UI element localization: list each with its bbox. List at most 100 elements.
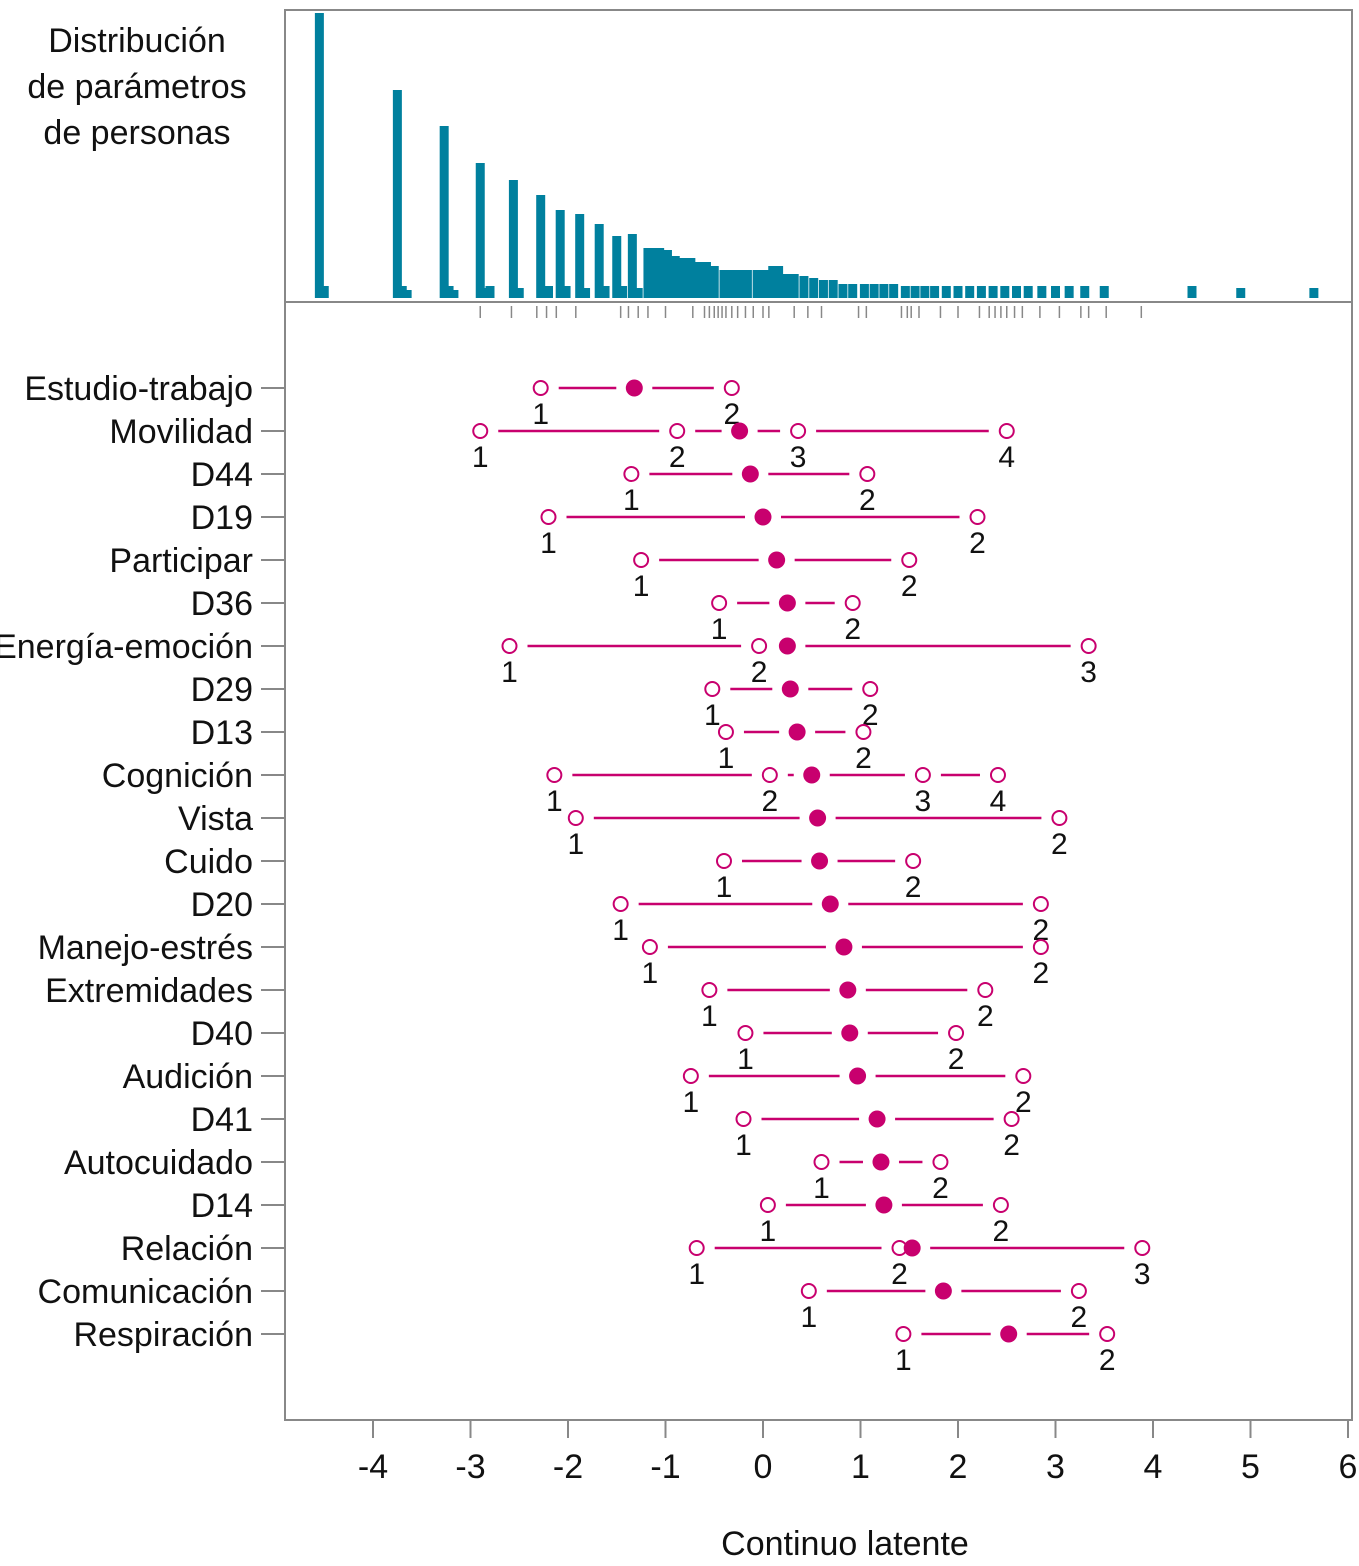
threshold-label: 2 bbox=[1051, 828, 1068, 861]
histogram-bar bbox=[1187, 286, 1197, 298]
threshold-label: 2 bbox=[1099, 1344, 1116, 1377]
threshold-label: 1 bbox=[704, 699, 721, 732]
threshold-marker bbox=[1015, 1068, 1032, 1084]
histogram-bar bbox=[480, 288, 490, 298]
threshold-label: 1 bbox=[718, 742, 735, 775]
threshold-marker bbox=[1032, 896, 1049, 912]
item-label: D20 bbox=[191, 886, 253, 924]
item-location-marker bbox=[754, 508, 772, 526]
item-location-marker bbox=[731, 422, 749, 440]
histogram-bar bbox=[449, 290, 459, 298]
threshold-label: 2 bbox=[993, 1215, 1010, 1248]
histogram-bar bbox=[838, 284, 848, 298]
histogram-bar bbox=[1000, 286, 1010, 298]
item-row: D40 1 2 bbox=[191, 1015, 965, 1076]
histogram-bar bbox=[655, 248, 665, 298]
threshold-marker bbox=[1051, 810, 1068, 826]
threshold-marker bbox=[859, 466, 876, 482]
item-label: D13 bbox=[191, 714, 253, 752]
histogram-bar bbox=[594, 224, 604, 298]
item-label: Respiración bbox=[73, 1316, 253, 1354]
histogram-bar bbox=[709, 266, 719, 298]
item-location-marker bbox=[778, 594, 796, 612]
histogram-bar bbox=[392, 90, 402, 298]
item-location-marker bbox=[868, 1110, 886, 1128]
threshold-label: 3 bbox=[915, 785, 932, 818]
threshold-label: 1 bbox=[642, 957, 659, 990]
histogram-bar bbox=[485, 286, 495, 298]
histogram-title: Distribución de parámetros de personas bbox=[27, 22, 246, 152]
histogram-bar bbox=[799, 276, 809, 298]
threshold-label: 3 bbox=[1134, 1258, 1151, 1291]
histogram-bar bbox=[976, 286, 986, 298]
threshold-marker bbox=[905, 853, 922, 869]
threshold-marker bbox=[546, 767, 563, 783]
threshold-marker bbox=[800, 1283, 817, 1299]
threshold-label: 1 bbox=[540, 527, 557, 560]
item-location-marker bbox=[835, 938, 853, 956]
item-row: D36 1 2 bbox=[191, 585, 861, 646]
threshold-marker bbox=[701, 982, 718, 998]
x-tick-label: 3 bbox=[1046, 1448, 1065, 1486]
threshold-marker bbox=[716, 853, 732, 869]
histogram-bar bbox=[941, 286, 951, 298]
item-row: Relación 1 2 3 bbox=[121, 1230, 1151, 1291]
x-tick-label: -4 bbox=[358, 1448, 388, 1486]
histogram-bar bbox=[781, 274, 791, 298]
threshold-marker bbox=[704, 681, 721, 697]
item-location-marker bbox=[1000, 1325, 1018, 1343]
threshold-label: 2 bbox=[761, 785, 778, 818]
threshold-label: 1 bbox=[688, 1258, 705, 1291]
item-location-marker bbox=[781, 680, 799, 698]
histogram-bar bbox=[910, 286, 920, 298]
threshold-label: 2 bbox=[932, 1172, 949, 1205]
plot-frame bbox=[284, 9, 1353, 1421]
item-row: D14 1 2 bbox=[191, 1187, 1010, 1248]
histogram-bar bbox=[701, 262, 711, 298]
threshold-label: 1 bbox=[683, 1086, 700, 1119]
item-label: Vista bbox=[178, 800, 253, 838]
item-row: Participar 1 2 bbox=[109, 542, 917, 603]
threshold-marker bbox=[989, 767, 1006, 783]
histogram-bar bbox=[319, 286, 329, 298]
histogram-bar bbox=[735, 270, 745, 298]
item-location-marker bbox=[803, 766, 821, 784]
threshold-marker bbox=[1080, 638, 1097, 654]
histogram-bar bbox=[879, 284, 889, 298]
item-label: Autocuidado bbox=[64, 1144, 253, 1182]
x-tick-label: 1 bbox=[851, 1448, 870, 1486]
item-location-marker bbox=[849, 1067, 867, 1085]
histogram-bar bbox=[402, 290, 412, 298]
histogram-bar bbox=[627, 234, 637, 298]
x-tick-label: 0 bbox=[754, 1448, 773, 1486]
threshold-marker bbox=[1032, 939, 1049, 955]
threshold-marker bbox=[688, 1240, 705, 1256]
threshold-label: 1 bbox=[813, 1172, 830, 1205]
threshold-label: 1 bbox=[760, 1215, 777, 1248]
histogram-bar bbox=[633, 288, 643, 298]
threshold-label: 2 bbox=[901, 570, 918, 603]
histogram-bar bbox=[900, 286, 910, 298]
threshold-marker bbox=[948, 1025, 965, 1041]
threshold-marker bbox=[969, 509, 986, 525]
histogram-bar bbox=[581, 288, 591, 298]
histogram-title-line: de parámetros bbox=[27, 68, 246, 106]
item-label: D44 bbox=[191, 456, 253, 494]
histogram-bar bbox=[1236, 288, 1246, 298]
item-row: Manejo-estrés 1 2 bbox=[38, 929, 1050, 990]
threshold-label: 2 bbox=[891, 1258, 908, 1291]
threshold-label: 2 bbox=[751, 656, 768, 689]
threshold-label: 1 bbox=[800, 1301, 817, 1334]
threshold-label: 2 bbox=[1015, 1086, 1032, 1119]
item-row: D41 1 2 bbox=[191, 1101, 1020, 1162]
histogram-bar bbox=[575, 214, 585, 298]
threshold-marker bbox=[612, 896, 629, 912]
threshold-label: 2 bbox=[859, 484, 876, 517]
threshold-marker bbox=[682, 1068, 699, 1084]
threshold-marker bbox=[501, 638, 518, 654]
x-tick-label: 5 bbox=[1241, 1448, 1260, 1486]
plot-border bbox=[284, 9, 1353, 1421]
threshold-marker bbox=[855, 724, 872, 740]
